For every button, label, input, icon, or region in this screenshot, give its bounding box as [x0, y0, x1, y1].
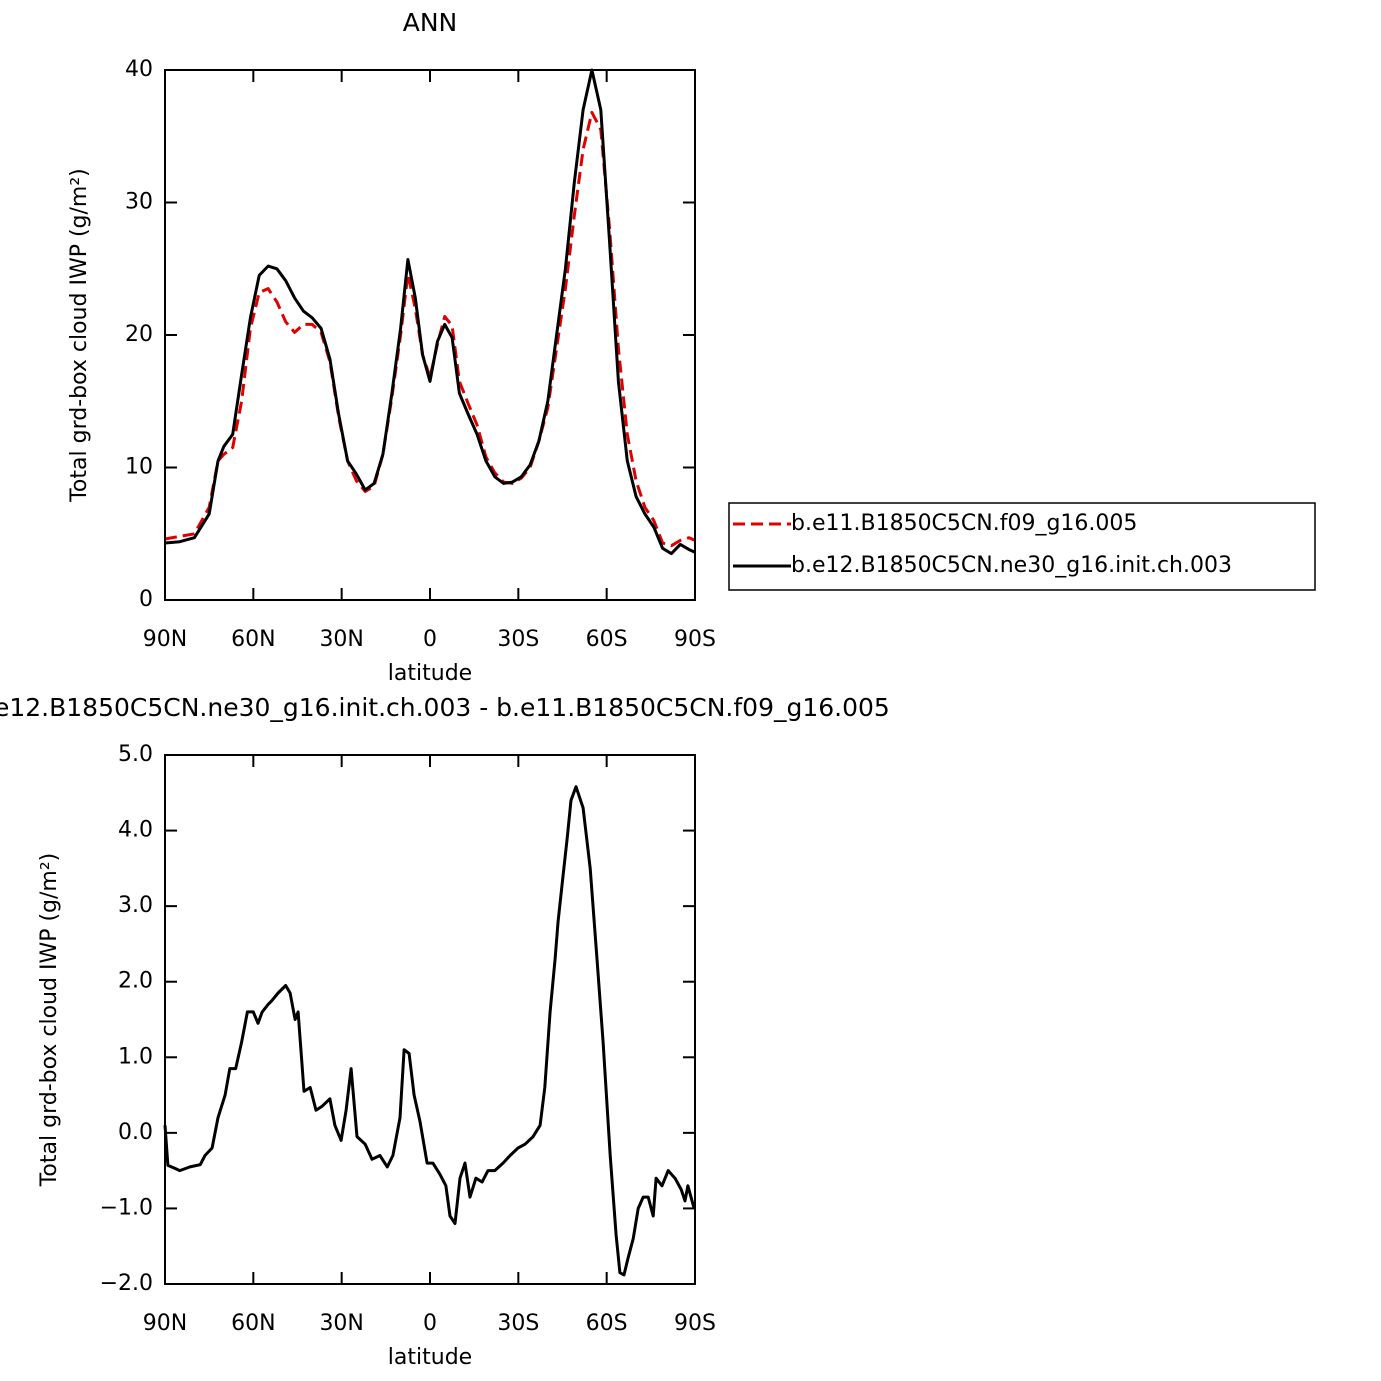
y-tick-label: 20: [125, 322, 153, 347]
y-tick-label: 1.0: [118, 1044, 153, 1069]
y-tick-label: 2.0: [118, 969, 153, 994]
x-tick-label: 30N: [319, 1311, 363, 1336]
chart-title: b.e12.B1850C5CN.ne30_g16.init.ch.003 - b…: [0, 693, 890, 722]
y-tick-label: −1.0: [100, 1195, 153, 1220]
y-tick-label: 40: [125, 57, 153, 82]
legend-label: b.e12.B1850C5CN.ne30_g16.init.ch.003: [791, 553, 1232, 578]
legend-label: b.e11.B1850C5CN.f09_g16.005: [791, 511, 1137, 536]
y-tick-label: −2.0: [100, 1271, 153, 1296]
x-tick-label: 60N: [231, 627, 275, 652]
x-tick-label: 0: [423, 627, 437, 652]
plot-frame: [164, 754, 696, 1285]
x-axis-label: latitude: [388, 661, 472, 686]
y-tick-label: 0.0: [118, 1120, 153, 1145]
data-line: [163, 785, 696, 1277]
x-tick-label: 30S: [497, 627, 539, 652]
y-tick-label: 4.0: [118, 818, 153, 843]
y-tick-label: 5.0: [118, 742, 153, 767]
x-tick-label: 90N: [143, 1311, 187, 1336]
y-tick-label: 3.0: [118, 893, 153, 918]
x-tick-label: 0: [423, 1311, 437, 1336]
x-tick-label: 60S: [586, 1311, 628, 1336]
x-tick-label: 60N: [231, 1311, 275, 1336]
y-tick-label: 30: [125, 190, 153, 215]
x-tick-label: 30S: [497, 1311, 539, 1336]
data-line: [164, 68, 696, 556]
y-axis-label: Total grd-box cloud IWP (g/m²): [67, 168, 92, 503]
y-axis-label: Total grd-box cloud IWP (g/m²): [37, 853, 62, 1188]
x-tick-label: 90N: [143, 627, 187, 652]
x-tick-label: 90S: [674, 1311, 716, 1336]
x-tick-label: 60S: [586, 627, 628, 652]
plot-frame: [164, 69, 696, 601]
x-axis-label: latitude: [388, 1345, 472, 1370]
chart-title: ANN: [403, 8, 458, 37]
y-tick-label: 0: [139, 587, 153, 612]
x-tick-label: 90S: [674, 627, 716, 652]
x-tick-label: 30N: [319, 627, 363, 652]
legend-box: [728, 502, 1316, 591]
y-tick-label: 10: [125, 455, 153, 480]
